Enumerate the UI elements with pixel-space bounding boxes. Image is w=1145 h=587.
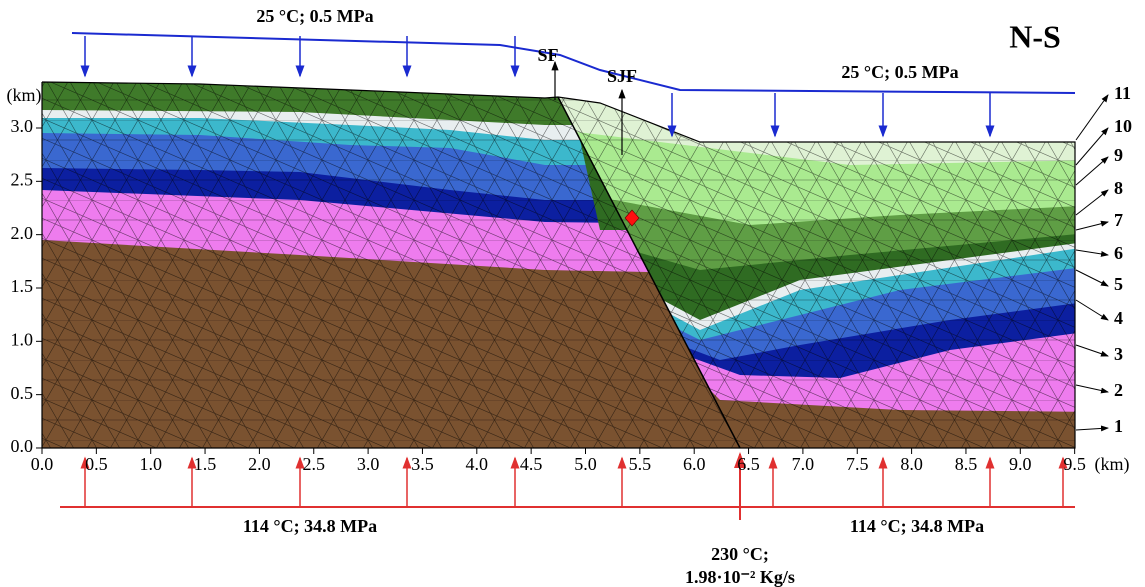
title: N-S bbox=[1009, 18, 1061, 54]
layer-pointer bbox=[1076, 157, 1108, 185]
x-tick-label: 5.5 bbox=[629, 454, 652, 474]
layer-label: 5 bbox=[1114, 274, 1123, 294]
fault-label: SF bbox=[537, 45, 558, 65]
top-condition: 25 °C; 0.5 MPa bbox=[256, 6, 373, 26]
inflow-condition: 1.98·10⁻² Kg/s bbox=[685, 567, 795, 587]
x-tick-label: 1.5 bbox=[194, 454, 217, 474]
layer-label: 10 bbox=[1114, 116, 1132, 136]
x-tick-label: 9.0 bbox=[1009, 454, 1032, 474]
y-tick-label: 2.5 bbox=[11, 169, 34, 189]
layer-label: 7 bbox=[1114, 210, 1123, 230]
x-tick-label: 0.0 bbox=[31, 454, 54, 474]
layer-pointer bbox=[1076, 300, 1108, 320]
layer-label: 9 bbox=[1114, 145, 1123, 165]
x-tick-label: 6.5 bbox=[737, 454, 760, 474]
layer-pointer bbox=[1076, 250, 1108, 255]
x-tick-label: 2.5 bbox=[303, 454, 326, 474]
x-tick-label: 4.0 bbox=[466, 454, 489, 474]
x-tick-label: 8.0 bbox=[900, 454, 923, 474]
x-tick-label: 4.5 bbox=[520, 454, 543, 474]
layer-pointer bbox=[1076, 270, 1108, 286]
fault-label: SJF bbox=[607, 66, 637, 86]
layer-label: 4 bbox=[1114, 308, 1123, 328]
x-tick-label: 3.5 bbox=[411, 454, 434, 474]
axis-unit: (km) bbox=[1095, 454, 1130, 475]
bottom-condition: 114 °C; 34.8 MPa bbox=[243, 516, 377, 536]
top-condition: 25 °C; 0.5 MPa bbox=[841, 62, 958, 82]
x-tick-label: 5.0 bbox=[574, 454, 597, 474]
layer-label: 1 bbox=[1114, 416, 1123, 436]
y-tick-label: 0.0 bbox=[11, 436, 34, 456]
y-tick-label: 0.5 bbox=[11, 383, 34, 403]
y-tick-label: 3.0 bbox=[11, 116, 34, 136]
x-tick-label: 1.0 bbox=[139, 454, 162, 474]
layer-label: 6 bbox=[1114, 243, 1123, 263]
x-tick-label: 3.0 bbox=[357, 454, 380, 474]
layer-pointer bbox=[1076, 190, 1108, 215]
bottom-condition: 114 °C; 34.8 MPa bbox=[850, 516, 984, 536]
x-tick-label: 7.5 bbox=[846, 454, 869, 474]
layer-pointer bbox=[1076, 345, 1108, 356]
x-tick-label: 9.5 bbox=[1063, 454, 1086, 474]
y-tick-label: 1.5 bbox=[11, 276, 34, 296]
layer-label: 3 bbox=[1114, 344, 1123, 364]
x-tick-label: 7.0 bbox=[792, 454, 815, 474]
x-tick-label: 6.0 bbox=[683, 454, 706, 474]
layer-label: 2 bbox=[1114, 380, 1123, 400]
layer-label: 11 bbox=[1114, 83, 1131, 103]
layer-pointer bbox=[1076, 428, 1108, 430]
inflow-condition: 230 °C; bbox=[711, 544, 769, 564]
axis-unit: (km) bbox=[7, 85, 42, 106]
x-tick-label: 8.5 bbox=[955, 454, 978, 474]
x-tick-label: 2.0 bbox=[248, 454, 271, 474]
cross-section: 25 °C; 0.5 MPa 25 °C; 0.5 MPa N-S SF SJF… bbox=[0, 0, 1145, 587]
layer-pointer bbox=[1076, 385, 1108, 392]
layer-pointer bbox=[1076, 222, 1108, 230]
y-tick-label: 2.0 bbox=[11, 223, 34, 243]
x-tick-label: 0.5 bbox=[85, 454, 108, 474]
layer-label: 8 bbox=[1114, 178, 1123, 198]
y-tick-label: 1.0 bbox=[11, 329, 34, 349]
